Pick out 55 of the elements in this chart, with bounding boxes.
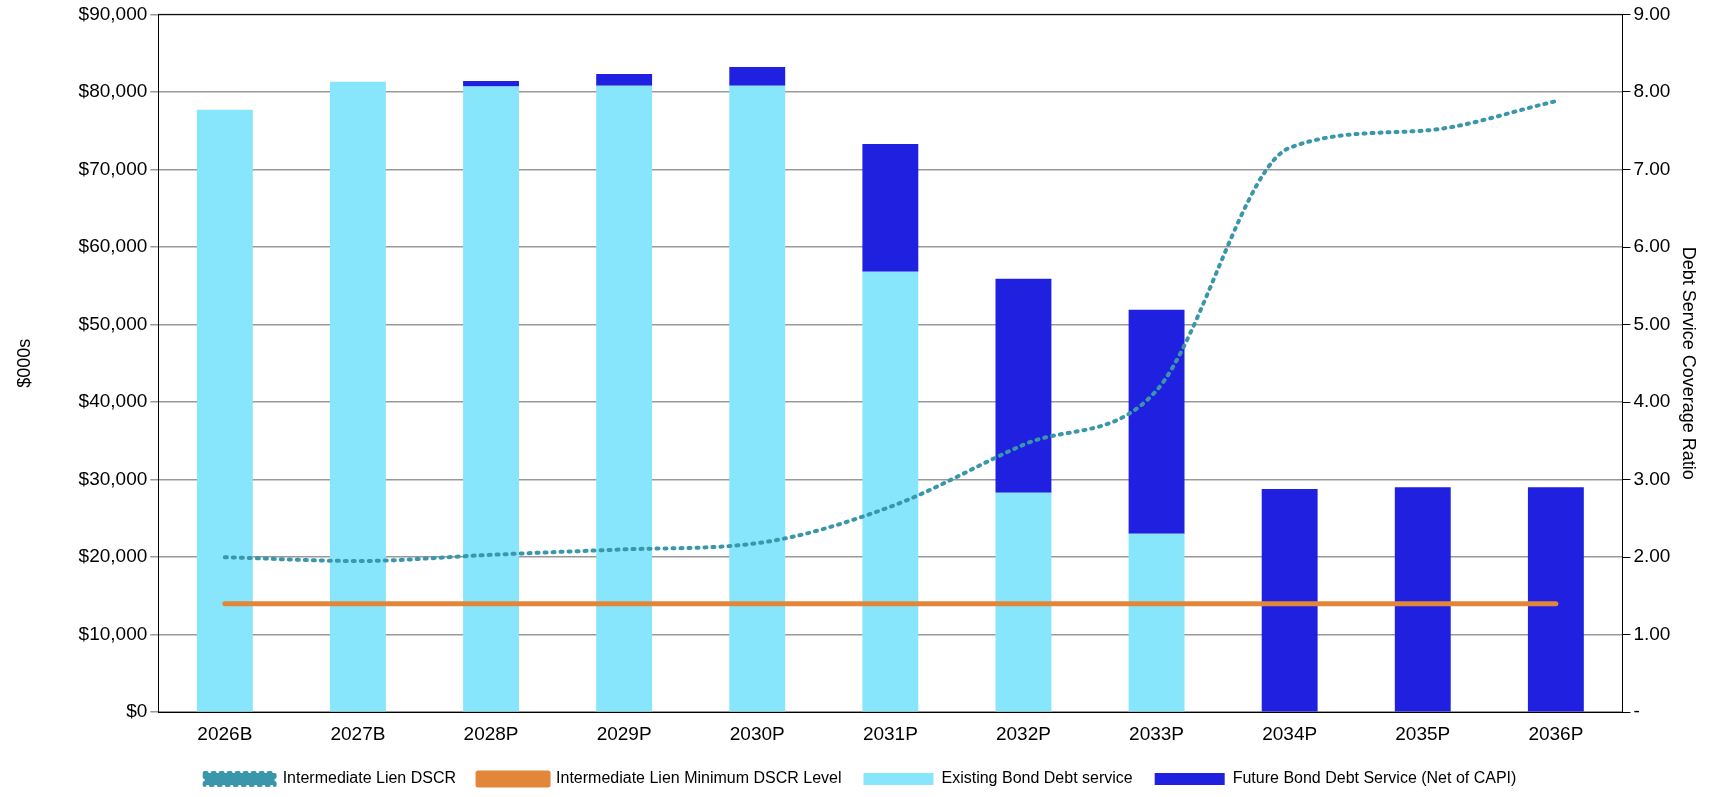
legend-label: Intermediate Lien DSCR (282, 769, 457, 787)
y-tick-label: $20,000 (78, 545, 148, 567)
y-tick-label: $70,000 (78, 157, 148, 179)
y2-tick-label: 2.00 (1633, 545, 1671, 567)
line-series (222, 99, 1558, 564)
y2-tick-label: 7.00 (1633, 157, 1671, 179)
x-tick-label: 2027B (330, 722, 386, 744)
y-tick-label: $40,000 (78, 390, 148, 412)
x-tick-label: 2034P (1262, 722, 1318, 744)
x-tick-label: 2031P (862, 722, 918, 744)
y-tick-label: $10,000 (78, 622, 148, 644)
y-tick-label: $0 (126, 700, 148, 722)
bar (463, 81, 519, 87)
bar (329, 81, 386, 712)
y2-tick-label: 9.00 (1633, 2, 1671, 24)
y2-tick-label: 4.00 (1633, 390, 1671, 412)
x-tick-label: 2033P (1129, 722, 1185, 744)
bar (729, 85, 786, 712)
bar (1394, 487, 1451, 712)
y2-tick-label: 8.00 (1633, 80, 1671, 102)
x-tick-label: 2035P (1395, 722, 1451, 744)
y2-tick-label: 5.00 (1633, 312, 1671, 334)
y-tick-label: $90,000 (78, 2, 148, 24)
y2-tick-label: - (1633, 700, 1640, 722)
bar (1261, 488, 1318, 712)
legend-label: Future Bond Debt Service (Net of CAPI) (1232, 769, 1517, 787)
legend-label: Intermediate Lien Minimum DSCR Level (556, 769, 842, 787)
y-axis-title: $000s (13, 338, 34, 388)
y-tick-label: $60,000 (78, 235, 148, 257)
bar (862, 143, 919, 272)
bar (995, 492, 1052, 712)
x-tick-label: 2030P (729, 722, 785, 744)
bar (729, 67, 786, 86)
x-tick-label: 2026B (197, 722, 253, 744)
bar (862, 271, 919, 712)
bar (596, 85, 653, 712)
x-tick-label: 2036P (1528, 722, 1584, 744)
x-tick-label: 2032P (995, 722, 1051, 744)
bar (995, 278, 1052, 493)
y2-tick-label: 3.00 (1633, 467, 1671, 489)
x-tick-label: 2028P (463, 722, 519, 744)
y2-axis-title: Debt Service Coverage Ratio (1679, 246, 1700, 480)
bar (1128, 533, 1185, 712)
x-tick-label: 2029P (596, 722, 652, 744)
y-tick-label: $50,000 (78, 312, 148, 334)
bar (596, 74, 653, 86)
y2-tick-label: 6.00 (1633, 235, 1671, 257)
bar (1128, 309, 1185, 534)
y-tick-label: $30,000 (78, 467, 148, 489)
y2-tick-label: 1.00 (1633, 622, 1671, 644)
bar (196, 109, 253, 712)
bar (463, 86, 519, 712)
legend-label: Existing Bond Debt service (941, 769, 1133, 787)
bar (1527, 487, 1584, 712)
y-tick-label: $80,000 (78, 80, 148, 102)
